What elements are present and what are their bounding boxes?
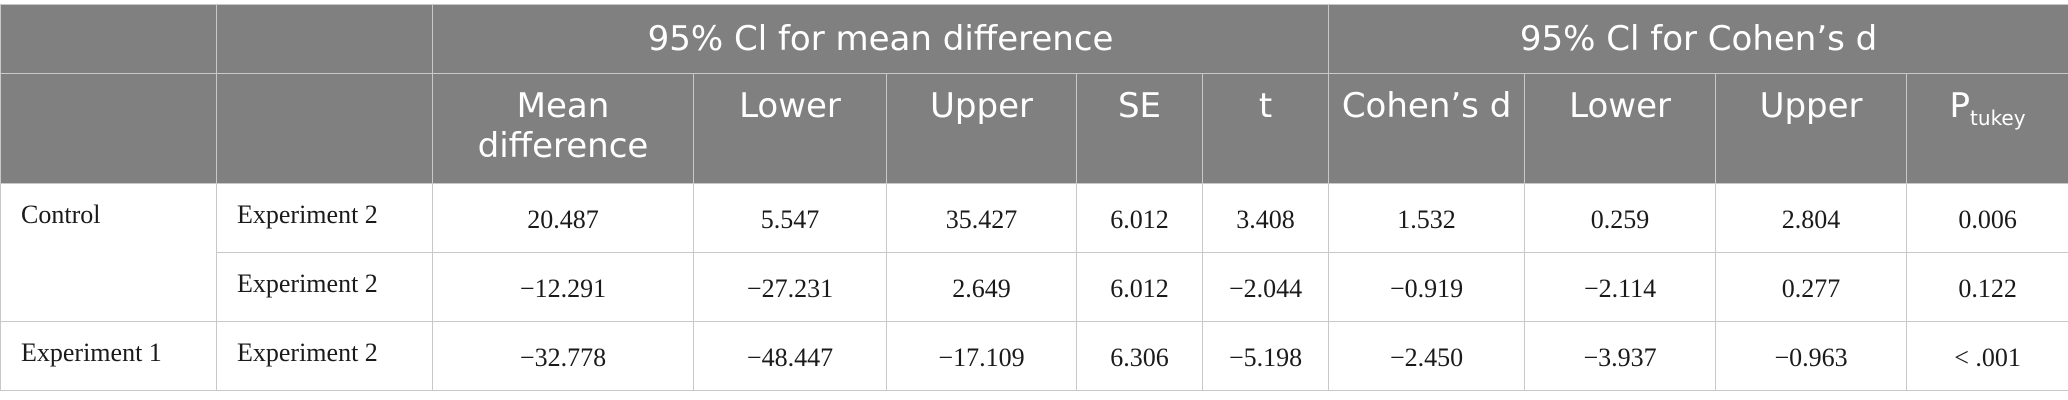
cell-p-tukey: 0.006 bbox=[1906, 183, 2068, 253]
cell-upper-mean: −17.109 bbox=[886, 321, 1077, 391]
cell-lower-mean: −27.231 bbox=[693, 252, 887, 322]
cell-upper-mean: 2.649 bbox=[886, 252, 1077, 322]
header-group-d-ci: 95% Cl for Cohen’s d bbox=[1328, 4, 2068, 74]
header-t: t bbox=[1201, 73, 1330, 184]
table-header: 95% Cl for mean difference 95% Cl for Co… bbox=[0, 4, 2068, 184]
cell-p-tukey: 0.122 bbox=[1906, 252, 2068, 322]
cell-t: −5.198 bbox=[1201, 321, 1330, 391]
cell-lower-d: −2.114 bbox=[1524, 252, 1717, 322]
header-row-groups: 95% Cl for mean difference 95% Cl for Co… bbox=[0, 4, 2068, 74]
header-empty-cell bbox=[0, 73, 217, 184]
table-row: Experiment 2 −12.291 −27.231 2.649 6.012… bbox=[1, 252, 2068, 322]
p-label: P bbox=[1949, 86, 1971, 126]
cell-cohens-d: −0.919 bbox=[1328, 252, 1526, 322]
header-row-columns: Mean difference Lower Upper SE t Cohen’s… bbox=[0, 73, 2068, 184]
header-empty-cell bbox=[0, 4, 217, 74]
p-subscript: tukey bbox=[1970, 106, 2026, 130]
cell-se: 6.012 bbox=[1076, 183, 1203, 253]
cell-upper-d: 0.277 bbox=[1715, 252, 1908, 322]
cell-upper-d: 2.804 bbox=[1715, 183, 1908, 253]
header-group-mean-ci: 95% Cl for mean difference bbox=[431, 4, 1330, 74]
cell-t: 3.408 bbox=[1201, 183, 1330, 253]
table-body: Control Experiment 2 20.487 5.547 35.427… bbox=[0, 183, 2068, 391]
cell-lower-d: 0.259 bbox=[1524, 183, 1717, 253]
header-mean-difference: Mean difference bbox=[432, 73, 694, 184]
cell-lower-mean: 5.547 bbox=[693, 183, 887, 253]
row-group-label: Experiment 1 bbox=[0, 321, 217, 391]
row-comparison-label: Experiment 2 bbox=[216, 183, 433, 253]
results-table: 95% Cl for mean difference 95% Cl for Co… bbox=[0, 4, 2068, 391]
table-row: Experiment 1 Experiment 2 −32.778 −48.44… bbox=[0, 321, 2068, 391]
cell-mean-difference: −32.778 bbox=[432, 321, 694, 391]
cell-se: 6.012 bbox=[1076, 252, 1203, 322]
header-lower-d: Lower bbox=[1524, 73, 1717, 184]
cell-lower-d: −3.937 bbox=[1524, 321, 1717, 391]
cell-lower-mean: −48.447 bbox=[693, 321, 887, 391]
cell-p-tukey: < .001 bbox=[1906, 321, 2068, 391]
row-group-label: Control bbox=[0, 183, 217, 322]
cell-cohens-d: 1.532 bbox=[1328, 183, 1526, 253]
cell-upper-d: −0.963 bbox=[1715, 321, 1908, 391]
cell-t: −2.044 bbox=[1201, 252, 1330, 322]
cell-cohens-d: −2.450 bbox=[1328, 321, 1526, 391]
header-lower-mean: Lower bbox=[693, 73, 887, 184]
header-upper-mean: Upper bbox=[886, 73, 1077, 184]
cell-se: 6.306 bbox=[1076, 321, 1203, 391]
table-row: Control Experiment 2 20.487 5.547 35.427… bbox=[0, 183, 2068, 322]
header-se: SE bbox=[1076, 73, 1203, 184]
cell-mean-difference: 20.487 bbox=[432, 183, 694, 253]
header-cohens-d: Cohen’s d bbox=[1328, 73, 1526, 184]
header-empty-cell bbox=[216, 73, 433, 184]
cell-mean-difference: −12.291 bbox=[432, 252, 694, 322]
header-p-tukey: Ptukey bbox=[1906, 73, 2068, 184]
row-comparison-label: Experiment 2 bbox=[216, 321, 433, 391]
header-upper-d: Upper bbox=[1715, 73, 1908, 184]
row-comparison-label: Experiment 2 bbox=[216, 252, 433, 322]
cell-upper-mean: 35.427 bbox=[886, 183, 1077, 253]
header-empty-cell bbox=[216, 4, 433, 74]
